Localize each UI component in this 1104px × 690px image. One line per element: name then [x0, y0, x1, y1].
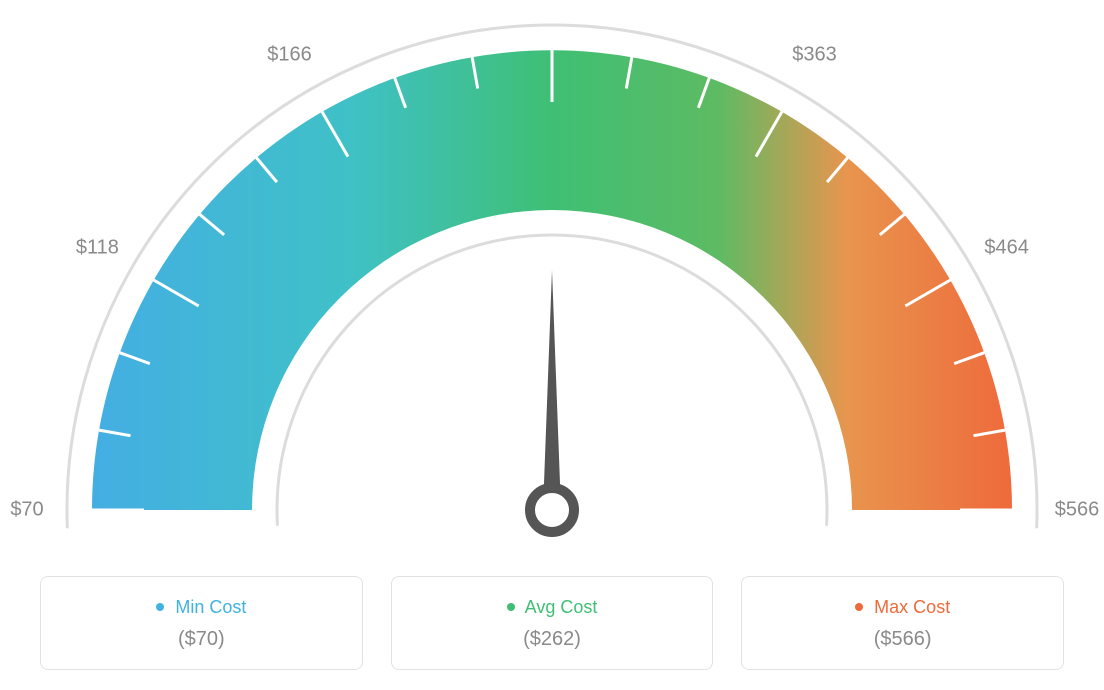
- gauge-tick-label: $118: [76, 236, 119, 259]
- legend-label-min: Min Cost: [175, 597, 246, 617]
- legend-title-max: Max Cost: [752, 597, 1053, 618]
- legend-value-min: ($70): [51, 628, 352, 651]
- legend-title-min: Min Cost: [51, 597, 352, 618]
- gauge-tick-label: $566: [1055, 499, 1100, 522]
- legend-dot-min: [156, 603, 164, 611]
- legend-card-avg: Avg Cost ($262): [391, 576, 714, 670]
- gauge-svg: [0, 0, 1104, 560]
- legend-card-min: Min Cost ($70): [40, 576, 363, 670]
- legend-label-max: Max Cost: [874, 597, 950, 617]
- legend-value-max: ($566): [752, 628, 1053, 651]
- legend-value-avg: ($262): [402, 628, 703, 651]
- gauge-tick-label: $70: [10, 499, 43, 522]
- legend-dot-avg: [507, 603, 515, 611]
- legend-label-avg: Avg Cost: [525, 597, 598, 617]
- legend-row: Min Cost ($70) Avg Cost ($262) Max Cost …: [40, 576, 1064, 670]
- gauge-tick-label: $166: [267, 44, 312, 67]
- legend-dot-max: [855, 603, 863, 611]
- legend-card-max: Max Cost ($566): [741, 576, 1064, 670]
- legend-title-avg: Avg Cost: [402, 597, 703, 618]
- gauge-tick-label: $363: [792, 44, 837, 67]
- gauge-tick-label: $464: [984, 236, 1029, 259]
- cost-gauge: $70$118$166$262$363$464$566: [0, 0, 1104, 560]
